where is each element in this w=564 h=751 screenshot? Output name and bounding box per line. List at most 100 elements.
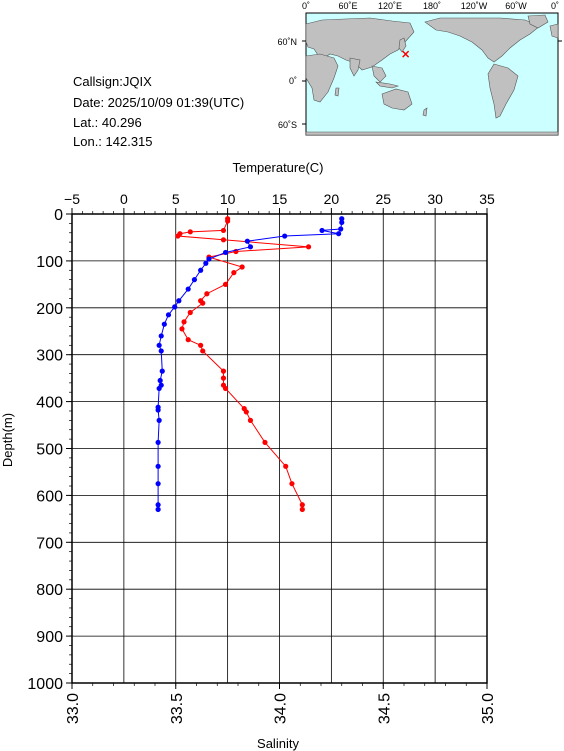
temperature-point — [158, 348, 164, 354]
callsign-text: Callsign:JQIX — [73, 74, 152, 89]
station-info: Callsign:JQIX Date: 2025/10/09 01:39(UTC… — [73, 74, 244, 149]
temperature-tick-label: 5 — [172, 191, 180, 207]
salinity-point — [262, 439, 268, 446]
map-lat-tick: 0˚ — [289, 76, 297, 86]
map-lon-tick: 120˚E — [378, 1, 402, 11]
temperature-point — [244, 238, 250, 244]
salinity-point — [175, 233, 181, 239]
map-lat-ticks: 60˚N 0˚ 60˚S — [277, 37, 297, 130]
temperature-point — [339, 216, 345, 222]
salinity-tick-label: 33.5 — [169, 693, 186, 724]
salinity-point — [198, 342, 204, 348]
salinity-tick-label: 35.0 — [480, 693, 497, 724]
salinity-point — [200, 348, 206, 354]
temperature-line — [157, 218, 343, 510]
depth-tick-label: 200 — [36, 301, 63, 318]
temperature-point — [155, 502, 161, 508]
temperature-point — [338, 226, 344, 232]
temperature-tick-label: 0 — [120, 191, 128, 207]
salinity-point — [185, 337, 191, 343]
depth-tick-labels: 0 100 200 300 400 500 600 700 800 900 1000 — [27, 207, 63, 693]
chart-series — [155, 216, 345, 513]
temperature-point — [156, 385, 162, 392]
profile-chart: Temperature(C) −5 0 5 10 15 20 25 30 35 Salinity… — [0, 160, 497, 751]
map-lon-tick: 60˚E — [338, 1, 357, 11]
salinity-point — [305, 244, 312, 250]
temperature-point — [155, 439, 161, 446]
depth-tick-label: 400 — [36, 395, 63, 412]
map-lon-tick: 0˚ — [302, 1, 310, 11]
salinity-point — [225, 218, 231, 224]
salinity-point — [231, 270, 237, 276]
temperature-point — [165, 312, 172, 318]
temperature-point — [222, 249, 229, 256]
temperature-point — [158, 333, 164, 339]
temperature-point — [172, 304, 178, 310]
salinity-profile — [175, 216, 312, 513]
date-text: Date: 2025/10/09 01:39(UTC) — [73, 95, 244, 110]
depth-tick-label: 100 — [36, 254, 63, 271]
temperature-profile — [155, 216, 345, 513]
temperature-point — [157, 377, 163, 384]
temperature-point — [185, 286, 191, 292]
depth-tick-label: 800 — [36, 582, 63, 599]
depth-tick-label: 1000 — [27, 676, 63, 693]
temperature-point — [155, 407, 161, 413]
map-lon-tick: 120˚W — [461, 1, 488, 11]
salinity-tick-label: 33.0 — [65, 693, 82, 724]
temperature-point — [282, 233, 288, 239]
temperature-tick-label: −5 — [64, 191, 80, 207]
salinity-point — [243, 409, 249, 415]
salinity-point — [299, 502, 305, 508]
map-lon-ticks: 0˚ 60˚E 120˚E 180˚ 120˚W 60˚W 0˚ — [302, 1, 559, 11]
temperature-tick-label: 10 — [220, 191, 236, 207]
temperature-point — [339, 219, 345, 226]
temperature-tick-label: 15 — [272, 191, 288, 207]
map-lon-tick: 180˚ — [423, 1, 441, 11]
salinity-point — [220, 368, 227, 374]
salinity-point — [222, 385, 229, 392]
temperature-point — [156, 342, 162, 348]
temperature-point — [161, 321, 167, 327]
temperature-point — [198, 267, 204, 273]
map-lat-tick: 60˚S — [278, 120, 297, 130]
temperature-point — [203, 260, 209, 266]
salinity-point — [222, 281, 229, 287]
map-lon-tick: 0˚ — [551, 1, 559, 11]
salinity-point — [299, 506, 305, 513]
temperature-point — [155, 463, 161, 469]
longitude-text: Lon.: 142.315 — [73, 134, 153, 149]
salinity-point — [220, 375, 227, 381]
plot-frame — [71, 213, 488, 684]
depth-tick-label: 0 — [54, 207, 63, 224]
salinity-point — [220, 237, 227, 243]
depth-tick-label: 600 — [36, 488, 63, 505]
temperature-point — [155, 481, 161, 487]
salinity-point — [220, 227, 227, 234]
salinity-point — [187, 309, 193, 316]
depth-tick-label: 500 — [36, 442, 63, 459]
salinity-axis-label: Salinity — [257, 736, 299, 751]
map-lat-tick: 60˚N — [277, 37, 297, 47]
temperature-tick-label: 35 — [479, 191, 495, 207]
map-land — [305, 14, 559, 136]
salinity-point — [247, 417, 254, 423]
depth-tick-label: 900 — [36, 629, 63, 646]
temperature-point — [155, 506, 161, 513]
temperature-tick-label: 25 — [375, 191, 391, 207]
depth-axis-label: Depth(m) — [0, 413, 15, 467]
salinity-point — [179, 326, 185, 332]
temperature-axis-label: Temperature(C) — [232, 160, 323, 175]
salinity-point — [239, 264, 245, 270]
map-lat-tickmarks — [302, 40, 562, 125]
temperature-point — [336, 231, 342, 237]
salinity-tick-label: 34.5 — [376, 693, 393, 724]
map-lon-tick: 60˚W — [505, 1, 527, 11]
latitude-text: Lat.: 40.296 — [73, 115, 142, 130]
temperature-point — [319, 227, 325, 234]
temperature-point — [206, 256, 212, 262]
temperature-point — [159, 368, 165, 374]
salinity-tick-label: 34.0 — [273, 693, 290, 724]
chart-grid — [71, 213, 488, 684]
